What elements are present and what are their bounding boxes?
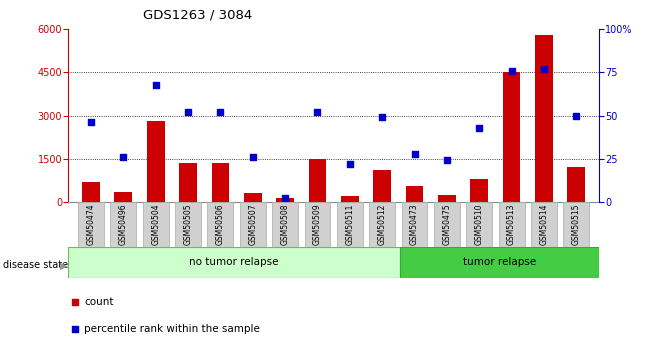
Text: tumor relapse: tumor relapse bbox=[463, 257, 536, 267]
Point bbox=[441, 158, 452, 163]
Text: GSM50515: GSM50515 bbox=[572, 203, 581, 245]
Bar bbox=[470, 179, 488, 202]
Bar bbox=[535, 35, 553, 202]
Text: disease state: disease state bbox=[3, 260, 68, 269]
Bar bbox=[276, 198, 294, 202]
Point bbox=[70, 299, 80, 305]
Bar bbox=[337, 202, 363, 247]
Text: GSM50474: GSM50474 bbox=[87, 203, 96, 245]
Text: no tumor relapse: no tumor relapse bbox=[189, 257, 279, 267]
Bar bbox=[305, 202, 331, 247]
Point bbox=[312, 109, 323, 115]
Text: GSM50512: GSM50512 bbox=[378, 203, 387, 245]
Text: GSM50510: GSM50510 bbox=[475, 203, 484, 245]
Point bbox=[539, 66, 549, 72]
Bar bbox=[244, 193, 262, 202]
Text: GDS1263 / 3084: GDS1263 / 3084 bbox=[143, 9, 253, 22]
Bar bbox=[208, 202, 233, 247]
Point bbox=[247, 154, 258, 160]
Bar bbox=[563, 202, 589, 247]
Point bbox=[571, 113, 581, 118]
Bar bbox=[82, 182, 100, 202]
Text: GSM50504: GSM50504 bbox=[151, 203, 160, 245]
Bar bbox=[78, 202, 104, 247]
Text: GSM50473: GSM50473 bbox=[410, 203, 419, 245]
Bar bbox=[369, 202, 395, 247]
Bar bbox=[568, 167, 585, 202]
Bar bbox=[68, 247, 400, 278]
Bar bbox=[212, 163, 229, 202]
Bar bbox=[406, 186, 423, 202]
Bar bbox=[400, 247, 599, 278]
Bar bbox=[175, 202, 201, 247]
Bar bbox=[111, 202, 136, 247]
Text: GSM50505: GSM50505 bbox=[184, 203, 193, 245]
Bar bbox=[179, 163, 197, 202]
Bar bbox=[147, 121, 165, 202]
Point bbox=[344, 161, 355, 167]
Point bbox=[506, 68, 517, 73]
Text: percentile rank within the sample: percentile rank within the sample bbox=[84, 324, 260, 334]
Point bbox=[474, 125, 484, 130]
Text: ▶: ▶ bbox=[60, 260, 68, 270]
Text: GSM50511: GSM50511 bbox=[345, 203, 354, 245]
Bar bbox=[466, 202, 492, 247]
Text: GSM50506: GSM50506 bbox=[216, 203, 225, 245]
Point bbox=[409, 151, 420, 156]
Bar bbox=[434, 202, 460, 247]
Text: count: count bbox=[84, 297, 114, 307]
Text: GSM50507: GSM50507 bbox=[248, 203, 257, 245]
Point bbox=[215, 109, 226, 115]
Text: GSM50496: GSM50496 bbox=[119, 203, 128, 245]
Bar bbox=[503, 72, 520, 202]
Bar bbox=[143, 202, 169, 247]
Point bbox=[70, 326, 80, 332]
Text: GSM50514: GSM50514 bbox=[540, 203, 548, 245]
Text: GSM50475: GSM50475 bbox=[443, 203, 451, 245]
Bar bbox=[531, 202, 557, 247]
Bar bbox=[438, 195, 456, 202]
Point bbox=[183, 109, 193, 115]
Text: GSM50513: GSM50513 bbox=[507, 203, 516, 245]
Point bbox=[377, 115, 387, 120]
Bar bbox=[341, 196, 359, 202]
Bar bbox=[309, 159, 326, 202]
Text: GSM50508: GSM50508 bbox=[281, 203, 290, 245]
Bar bbox=[240, 202, 266, 247]
Point bbox=[86, 120, 96, 125]
Point bbox=[118, 154, 128, 160]
Bar bbox=[499, 202, 525, 247]
Bar bbox=[272, 202, 298, 247]
Bar bbox=[115, 192, 132, 202]
Text: GSM50509: GSM50509 bbox=[313, 203, 322, 245]
Point bbox=[150, 82, 161, 87]
Point bbox=[280, 196, 290, 201]
Bar bbox=[402, 202, 428, 247]
Bar bbox=[373, 170, 391, 202]
